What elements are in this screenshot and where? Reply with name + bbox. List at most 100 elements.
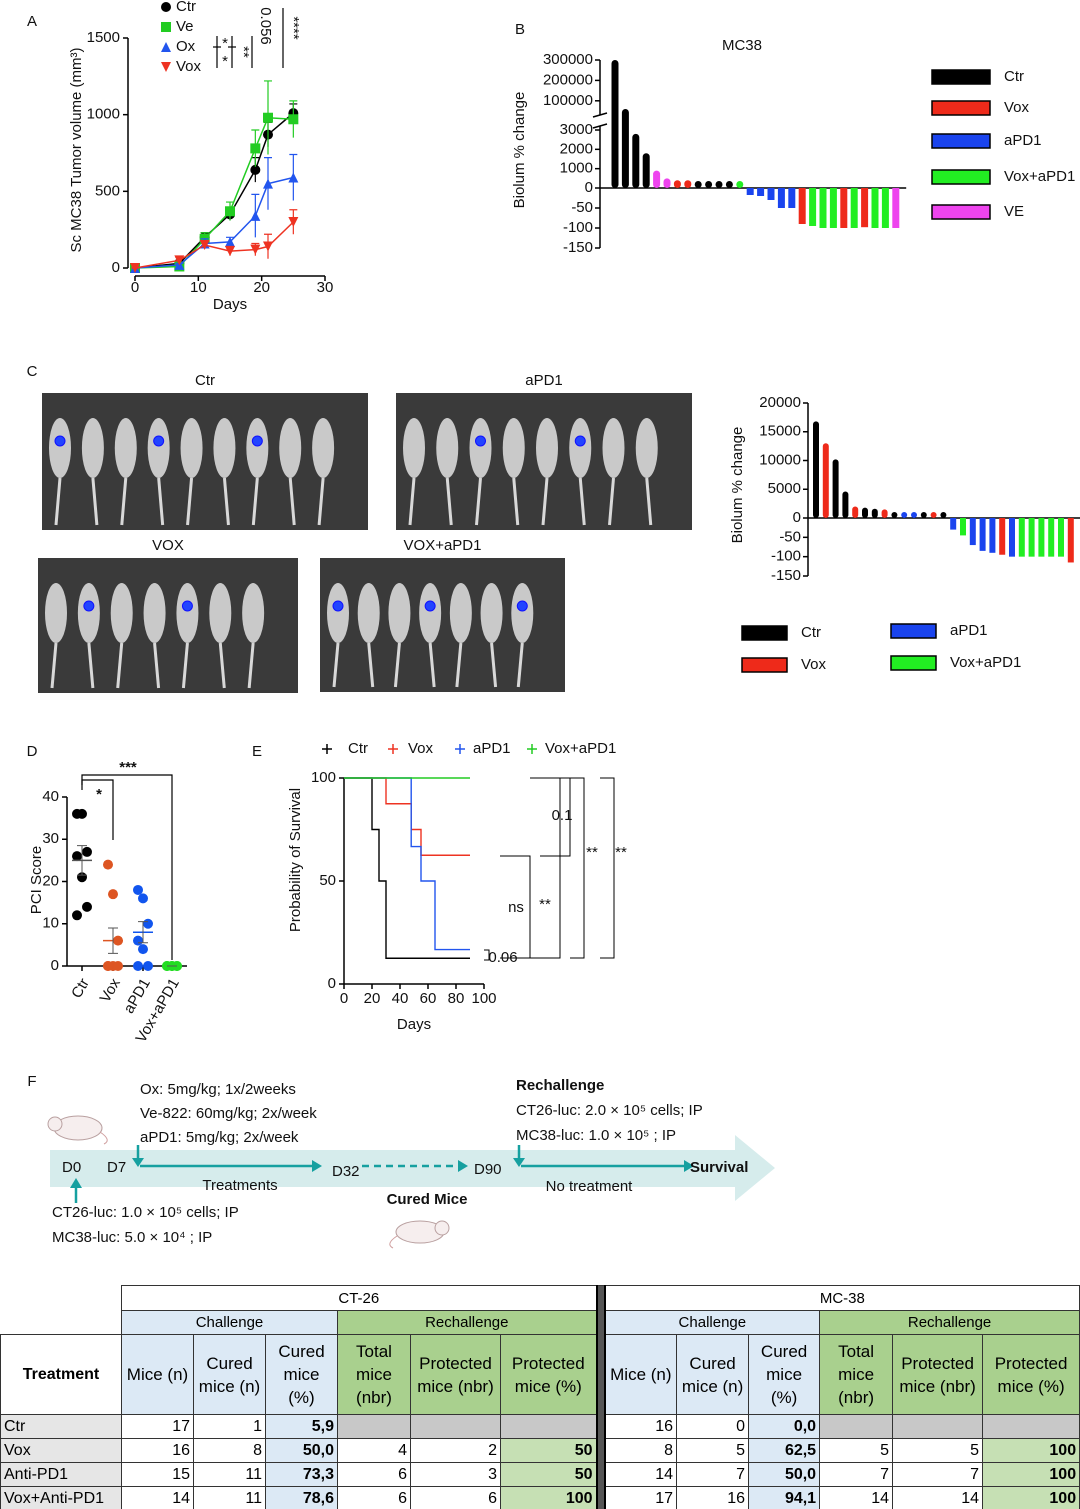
mouse-tail: [222, 477, 230, 526]
y-tick-label: 0: [51, 957, 59, 974]
column-header: Cured mice (n): [676, 1334, 750, 1415]
bar: [684, 180, 692, 188]
bar: [871, 508, 878, 518]
legend-swatch: [890, 655, 937, 671]
legend-label: Ox: [176, 38, 196, 55]
significance-bracket: [484, 949, 490, 961]
table-cell: 11: [193, 1486, 266, 1509]
bar: [832, 459, 839, 518]
bar: [842, 491, 849, 518]
legend-label: Ctr: [348, 740, 368, 757]
header-row: CT-26 MC-38: [0, 1285, 1080, 1509]
legend-swatch: [931, 204, 991, 220]
table-cell: 0: [676, 1414, 750, 1439]
data-point: [250, 143, 261, 154]
bar: [920, 512, 927, 518]
legend-marker: [161, 42, 171, 52]
y-tick-label: 3000: [560, 121, 593, 138]
panel-label: C: [27, 363, 38, 380]
mouse: [511, 583, 534, 643]
signal: [153, 435, 165, 447]
legend-label: Vox: [176, 58, 202, 75]
column-header: Cured mice (n): [193, 1334, 266, 1415]
annotation: 0.056: [257, 7, 274, 45]
phase-label: Survival: [690, 1159, 748, 1176]
y-tick-label: 1500: [87, 29, 120, 46]
data-row: Ctr 17 1 5,9 16 0 0,0: [0, 1414, 1080, 1439]
panel-label: A: [27, 13, 37, 30]
y-tick-label: 40: [42, 788, 59, 805]
rechallenge-text: CT26-luc: 2.0 × 10⁵ cells; IP: [516, 1102, 703, 1119]
bar: [705, 181, 713, 188]
mouse: [403, 418, 425, 478]
bar: [861, 188, 869, 228]
bar: [979, 518, 986, 551]
table-cell: 14: [604, 1462, 678, 1487]
data-point: [263, 112, 273, 123]
diagram-f: [47, 1115, 775, 1249]
x-tick-label: 60: [420, 990, 437, 1007]
row-label: Ctr: [0, 1414, 122, 1439]
annotation: *: [222, 53, 228, 70]
data-point: [288, 217, 299, 227]
rechallenge-text: MC38-luc: 1.0 × 10⁵ ; IP: [516, 1127, 676, 1144]
phase-label: Cured Mice: [387, 1191, 468, 1208]
table-cell: 16: [604, 1414, 678, 1439]
data-point: [133, 961, 143, 971]
data-point: [103, 859, 113, 870]
table-cell: 14: [121, 1486, 194, 1509]
data-point: [72, 851, 82, 862]
signal: [332, 600, 344, 612]
bar: [621, 108, 629, 188]
column-header: Cured mice (%): [748, 1334, 821, 1415]
bar: [881, 509, 888, 518]
data-point: [250, 210, 261, 221]
y-tick-label: 0: [328, 975, 336, 992]
mouse: [357, 583, 380, 643]
table-cell: 100: [982, 1438, 1080, 1463]
mouse: [246, 418, 269, 478]
table-cell: 73,3: [265, 1462, 338, 1487]
subgroup-header: Rechallenge: [336, 1310, 598, 1335]
legend-label: Ctr: [176, 0, 196, 15]
rechallenge-title: Rechallenge: [516, 1077, 604, 1094]
axis-break: [592, 123, 608, 129]
mouse: [213, 418, 236, 478]
bar: [969, 518, 976, 546]
mouse: [143, 583, 166, 643]
column-header: Total mice (nbr): [819, 1334, 894, 1415]
bar: [632, 133, 640, 188]
x-axis-label: Days: [213, 296, 247, 313]
y-axis-label: Sc MC38 Tumor volume (mm³): [68, 47, 85, 252]
timeline-arrows: [70, 1145, 694, 1203]
y-tick-label: 15000: [759, 423, 801, 440]
mouse-tail: [516, 642, 524, 688]
table-cell: 5: [892, 1438, 984, 1463]
x-axis-label: Days: [397, 1016, 431, 1033]
bar: [777, 188, 785, 208]
bar: [940, 512, 947, 518]
y-tick-label: 20: [42, 872, 59, 889]
bar: [930, 512, 937, 518]
table-cell: [499, 1414, 598, 1439]
data-point: [225, 246, 235, 257]
table-cell: 62,5: [748, 1438, 821, 1463]
column-header: Mice (n): [121, 1334, 194, 1415]
bar: [663, 178, 671, 188]
bar: [989, 518, 996, 553]
y-tick-label: 0: [112, 259, 120, 276]
header-row: Challenge Rechallenge Challenge Rechallenge: [1, 1310, 1080, 1335]
mouse: [536, 418, 558, 478]
table-cell: [410, 1414, 501, 1439]
data-point: [263, 241, 273, 252]
chart-title: MC38: [722, 37, 762, 54]
data-row: Vox 16 8 50,0 4 2 50 8 5 62,5 5 5 100: [0, 1438, 1080, 1463]
column-header: Protected mice (%): [499, 1334, 598, 1415]
blank-cell: [0, 1285, 122, 1335]
bar: [822, 443, 829, 518]
legend-swatch: [890, 623, 937, 639]
data-point: [250, 164, 261, 175]
mouse-tail: [247, 642, 255, 689]
legend-swatch: [741, 625, 788, 641]
